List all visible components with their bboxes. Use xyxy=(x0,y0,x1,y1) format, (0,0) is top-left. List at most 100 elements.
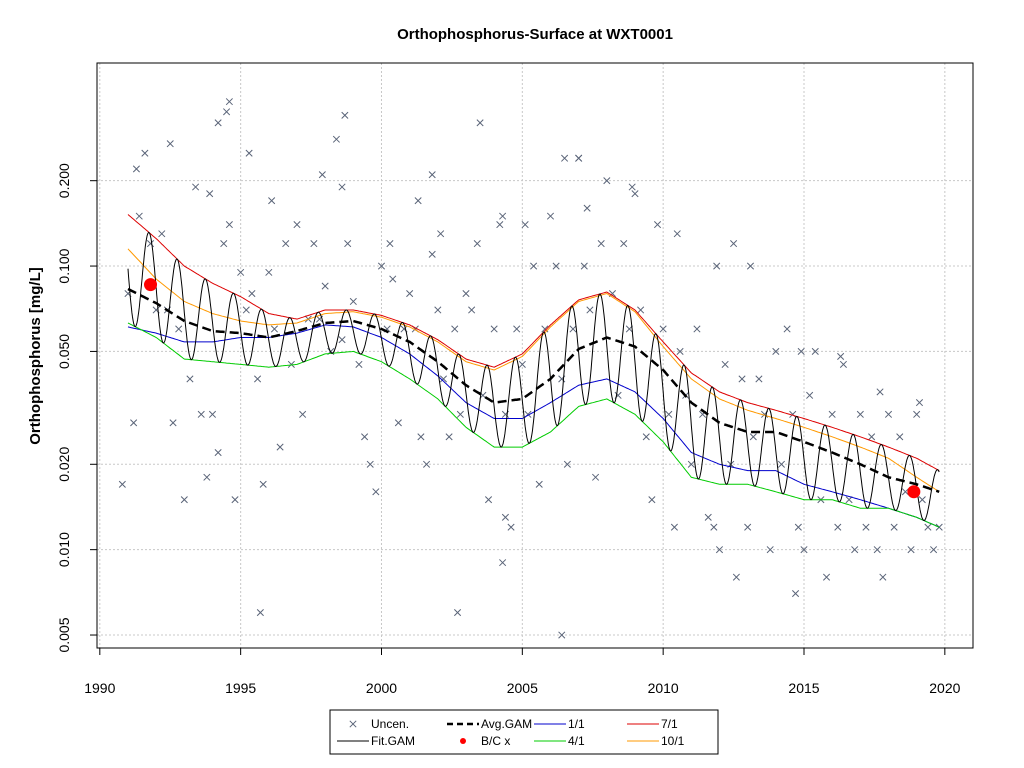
observation-point xyxy=(214,448,222,457)
observation-point xyxy=(338,183,346,191)
x-axis: 1990 1995 2000 2005 2010 2015 2020 xyxy=(84,647,961,696)
observation-point xyxy=(715,546,724,554)
observation-point xyxy=(879,573,887,581)
legend: Uncen. Fit.GAM Avg.GAM B/C x 1/1 4/1 7/1 10/1 xyxy=(329,709,719,755)
observation-point xyxy=(535,480,543,488)
observation-point xyxy=(428,250,436,258)
x-tick-label: 1990 xyxy=(84,680,115,696)
observation-point xyxy=(876,388,884,396)
observation-point xyxy=(135,212,143,220)
observation-point xyxy=(361,433,369,441)
observation-point xyxy=(242,306,250,314)
observation-point xyxy=(868,433,876,441)
legend-label: Uncen. xyxy=(371,717,409,731)
observation-point xyxy=(800,546,808,554)
x-tick-label: 2000 xyxy=(366,680,397,696)
y-axis: 0.005 0.010 0.020 0.050 0.100 0.200 xyxy=(56,163,98,653)
observation-point xyxy=(721,360,729,368)
observation-point xyxy=(665,410,673,418)
observation-point xyxy=(873,546,881,554)
observation-point xyxy=(462,289,470,298)
observation-point xyxy=(772,347,780,355)
observation-point xyxy=(499,559,507,567)
observation-point xyxy=(414,197,422,205)
observation-point xyxy=(597,240,605,248)
observation-point xyxy=(287,360,295,368)
legend-symbol-cross xyxy=(349,720,357,728)
y-tick-label: 0.020 xyxy=(56,447,72,482)
observation-point xyxy=(862,523,870,531)
x-tick-label: 2015 xyxy=(788,680,819,696)
legend-symbol-dot xyxy=(460,738,466,744)
observation-point xyxy=(451,325,459,333)
observation-point xyxy=(158,230,166,238)
observation-point xyxy=(806,391,814,399)
observation-point xyxy=(259,480,267,488)
observation-point xyxy=(704,513,712,521)
chart-title: Orthophosphorus-Surface at WXT0001 xyxy=(397,26,673,43)
observation-point xyxy=(282,240,290,248)
observation-point xyxy=(130,419,138,427)
observation-point xyxy=(746,262,755,270)
observation-point xyxy=(428,171,436,179)
observation-point xyxy=(445,433,453,441)
observation-point xyxy=(132,165,140,173)
observation-point xyxy=(789,410,797,418)
observation-point xyxy=(732,573,740,581)
observation-point xyxy=(338,336,346,344)
observation-point xyxy=(169,419,177,427)
observation-point xyxy=(349,297,357,306)
observation-point xyxy=(468,306,476,314)
observation-point xyxy=(377,262,386,270)
legend-label: B/C x xyxy=(481,734,510,748)
observation-point xyxy=(552,262,560,270)
observation-point xyxy=(766,546,774,554)
observation-point xyxy=(777,460,786,468)
observation-point xyxy=(913,410,921,418)
y-tick-label: 0.200 xyxy=(56,163,72,198)
observation-point xyxy=(186,375,194,383)
series-line-m7 xyxy=(127,214,940,472)
observation-point xyxy=(225,98,233,106)
legend-label: Fit.GAM xyxy=(371,734,415,748)
observation-point xyxy=(456,410,464,418)
observation-point xyxy=(192,183,200,191)
observation-point xyxy=(265,268,273,276)
observation-point xyxy=(749,433,757,441)
x-tick-label: 2005 xyxy=(507,680,538,696)
observation-point xyxy=(915,399,924,407)
observation-point xyxy=(476,119,484,127)
observation-point xyxy=(856,410,864,418)
gridlines xyxy=(97,63,973,648)
y-tick-label: 0.050 xyxy=(56,334,72,369)
observation-point xyxy=(561,154,569,162)
observation-point xyxy=(423,460,431,468)
observation-point xyxy=(499,212,507,220)
observation-point xyxy=(791,590,800,598)
observation-point xyxy=(603,177,611,185)
observation-point xyxy=(659,325,667,333)
observation-point xyxy=(518,360,526,368)
observation-point xyxy=(738,375,746,383)
observation-point xyxy=(394,419,402,427)
observation-point xyxy=(141,149,149,157)
observation-point xyxy=(513,325,521,333)
observation-point xyxy=(166,140,174,148)
x-tick-label: 1995 xyxy=(225,680,256,696)
observation-point xyxy=(389,275,397,283)
series-lines xyxy=(127,214,940,528)
observation-points xyxy=(118,98,943,639)
observation-point xyxy=(580,262,588,270)
observation-point xyxy=(620,240,628,248)
observation-point xyxy=(907,546,915,554)
observation-point xyxy=(637,306,645,314)
observation-point xyxy=(653,221,662,229)
observation-point xyxy=(687,460,695,468)
observation-point xyxy=(794,523,802,531)
observation-point xyxy=(231,496,239,504)
observation-point xyxy=(355,360,363,368)
observation-point xyxy=(834,523,842,531)
y-axis-label: Orthophosphorus [mg/L] xyxy=(27,267,44,444)
y-tick-label: 0.005 xyxy=(56,617,72,652)
